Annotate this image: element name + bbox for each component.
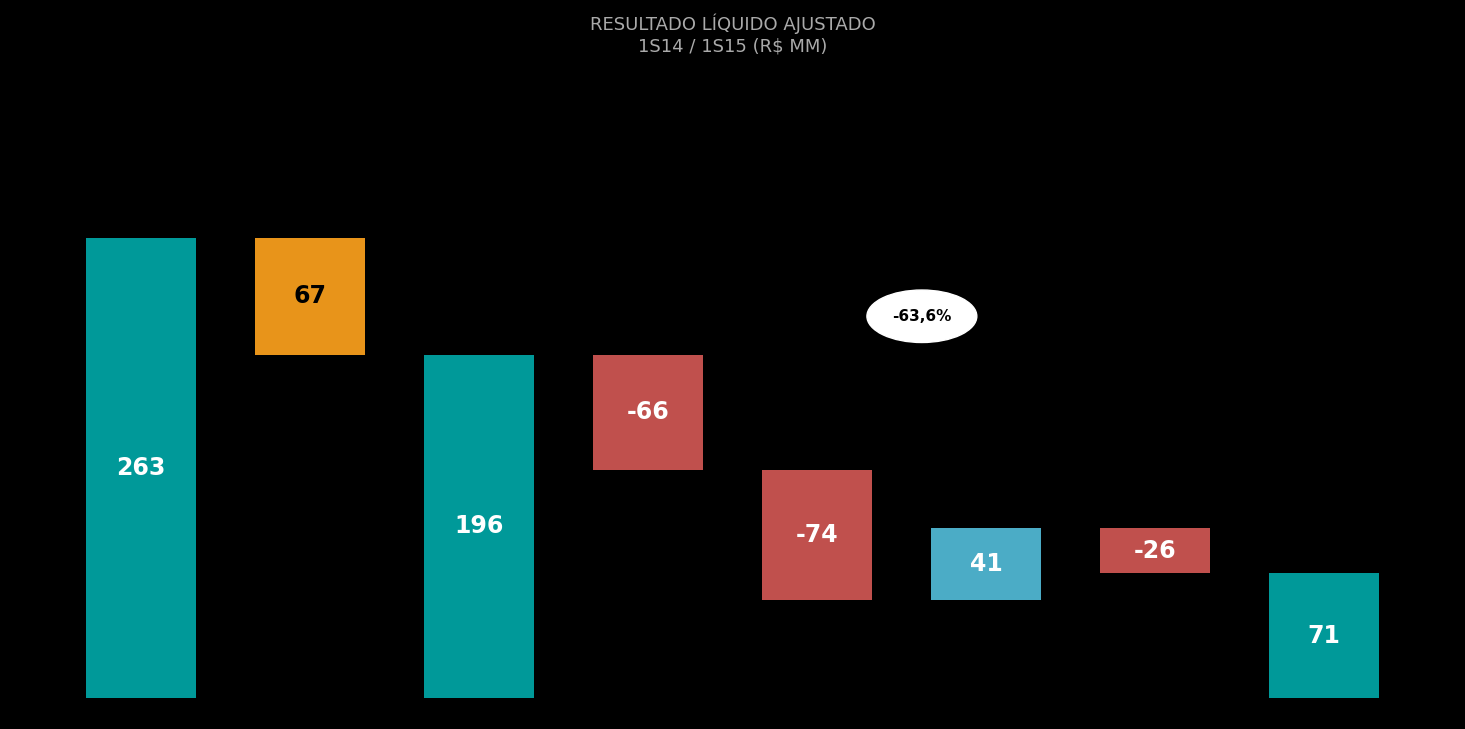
Text: 263: 263	[116, 456, 166, 480]
Text: -66: -66	[627, 400, 670, 424]
Bar	[423, 355, 533, 698]
Bar	[762, 470, 872, 600]
Bar	[1269, 574, 1379, 698]
Text: 71: 71	[1308, 623, 1340, 647]
Text: -63,6%: -63,6%	[892, 309, 952, 324]
Text: -26: -26	[1134, 539, 1176, 563]
Bar	[86, 238, 196, 698]
Text: 196: 196	[454, 514, 504, 538]
Text: 41: 41	[970, 552, 1002, 576]
Bar	[932, 528, 1042, 600]
Text: -74: -74	[795, 523, 838, 547]
Title: RESULTADO LÍQUIDO AJUSTADO
1S14 / 1S15 (R$ MM): RESULTADO LÍQUIDO AJUSTADO 1S14 / 1S15 (…	[589, 14, 876, 55]
Bar	[1100, 528, 1210, 574]
Bar	[593, 355, 703, 470]
Bar	[255, 238, 365, 355]
Ellipse shape	[867, 290, 977, 343]
Text: 67: 67	[293, 284, 327, 308]
